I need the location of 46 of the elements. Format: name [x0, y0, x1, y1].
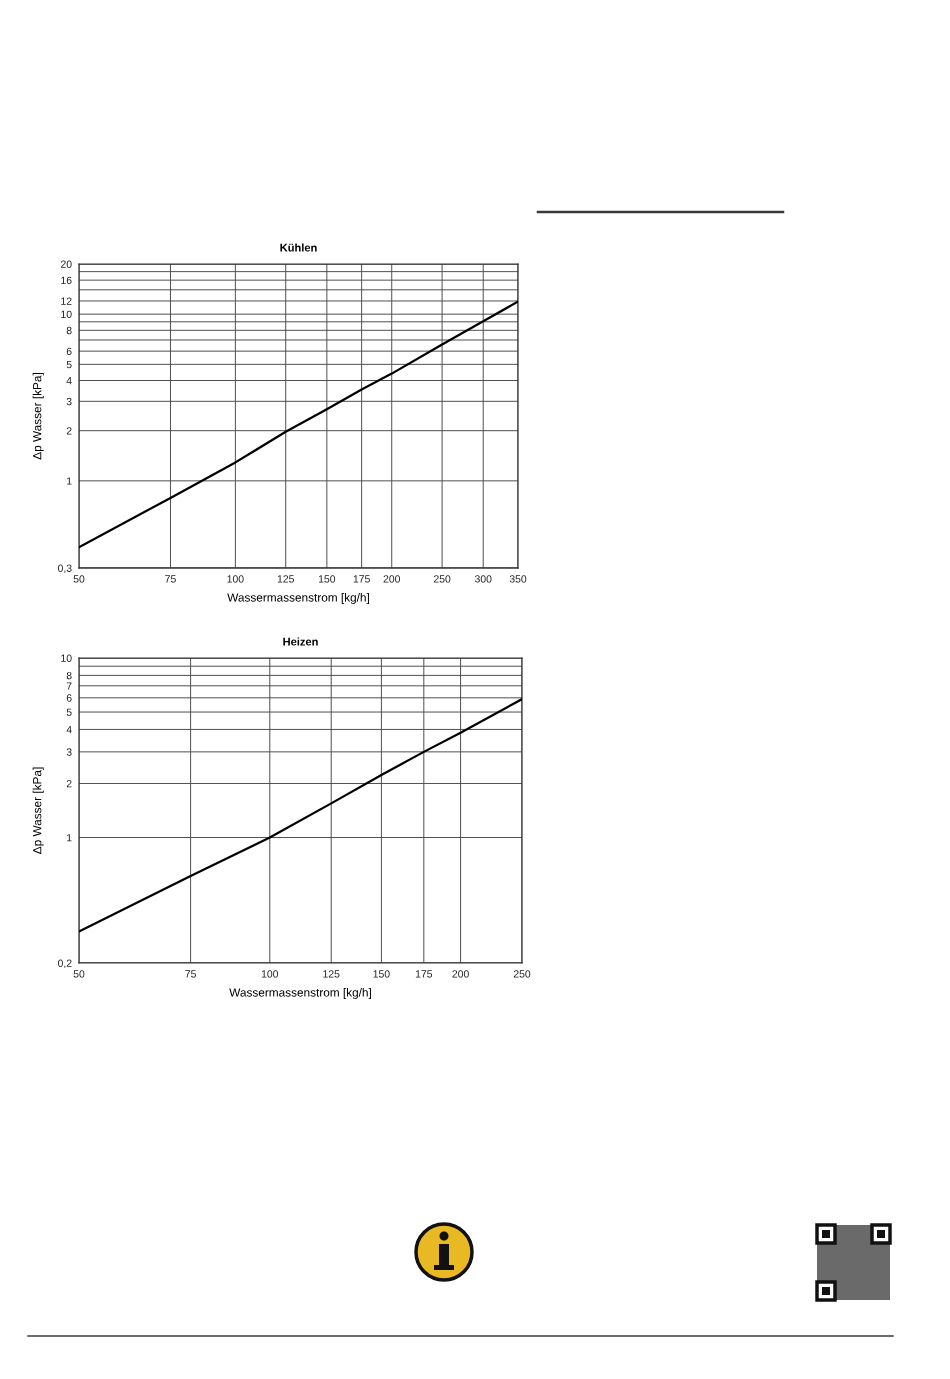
x-tick-label: 125 [323, 970, 340, 978]
x-tick-label: 250 [513, 970, 531, 978]
x-tick-label: 50 [73, 575, 85, 583]
x-tick-label: 50 [73, 970, 85, 978]
y-axis-title: Δp Wasser [kPa] [32, 767, 44, 854]
x-tick-label: 200 [452, 970, 469, 978]
x-tick-label: 150 [373, 970, 390, 978]
y-axis-title: Δp Wasser [kPa] [32, 373, 44, 460]
y-tick-label: 10 [61, 654, 72, 662]
chart-title: Heizen [283, 637, 318, 646]
x-tick-label: 125 [277, 575, 294, 583]
chart-title: Kühlen [280, 243, 317, 252]
x-tick-label: 300 [474, 575, 492, 583]
y-tick-label: 0,3 [57, 564, 72, 574]
y-tick-label: 5 [66, 708, 72, 716]
y-tick-label: 6 [66, 347, 72, 356]
y-tick-label: 6 [66, 694, 72, 702]
y-tick-label: 16 [61, 276, 72, 285]
x-tick-label: 200 [383, 575, 401, 583]
y-tick-label: 4 [66, 377, 72, 385]
x-tick-label: 175 [353, 575, 370, 583]
x-tick-label: 100 [261, 970, 279, 978]
y-tick-label: 2 [66, 779, 72, 788]
y-tick-label: 8 [66, 326, 72, 335]
x-tick-label: 175 [415, 970, 433, 978]
x-tick-label: 75 [165, 575, 176, 583]
y-tick-label: 2 [66, 427, 72, 435]
x-tick-label: 250 [433, 575, 451, 583]
y-tick-label: 3 [66, 748, 72, 756]
y-tick-label: 12 [61, 297, 72, 305]
y-tick-label: 8 [66, 671, 72, 680]
y-tick-label: 5 [66, 360, 72, 369]
y-tick-label: 20 [60, 260, 72, 268]
x-tick-label: 100 [227, 575, 244, 583]
y-tick-label: 1 [67, 834, 72, 842]
x-axis-title: Wassermassenstrom [kg/h] [227, 592, 369, 604]
y-tick-label: 3 [66, 397, 72, 406]
y-tick-label: 1 [67, 477, 72, 485]
y-tick-label: 7 [66, 682, 72, 690]
x-tick-label: 75 [185, 970, 196, 978]
y-tick-label: 0,2 [57, 959, 72, 969]
x-tick-label: 150 [318, 575, 336, 583]
y-tick-label: 10 [61, 310, 72, 319]
x-axis-title: Wassermassenstrom [kg/h] [229, 987, 371, 999]
x-tick-label: 350 [509, 575, 527, 583]
y-tick-label: 4 [66, 726, 72, 734]
